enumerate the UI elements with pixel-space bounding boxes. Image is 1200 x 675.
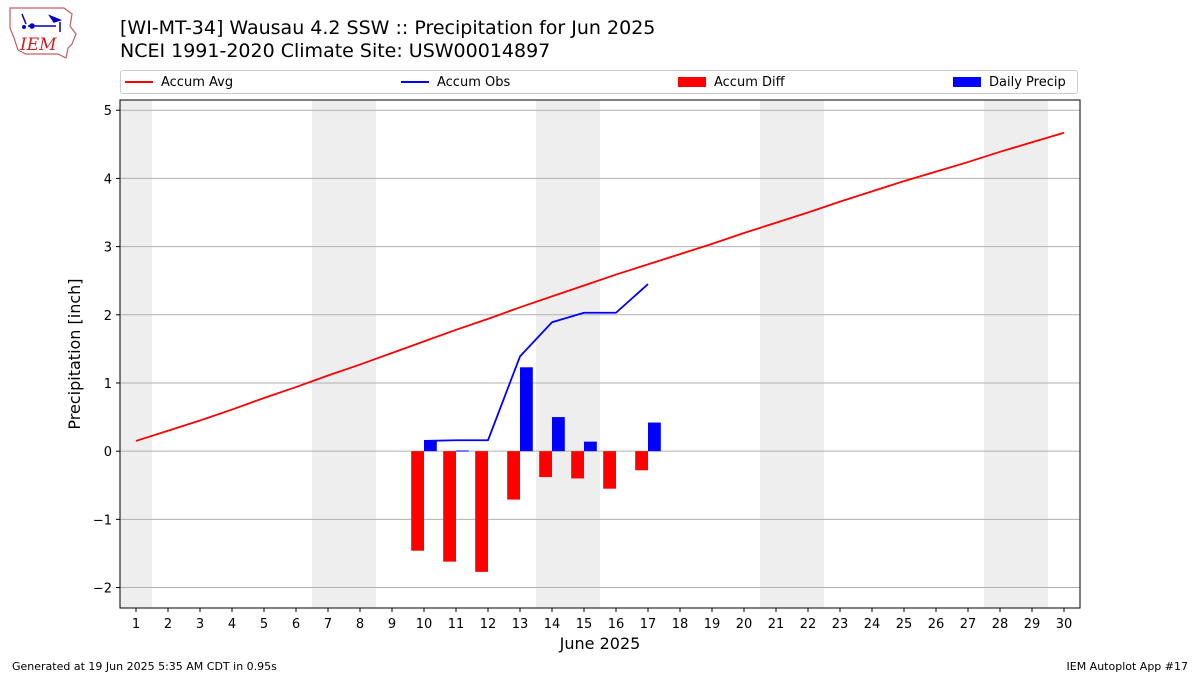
x-tick-label: 11 — [448, 617, 465, 632]
legend-label-accum-obs: Accum Obs — [437, 74, 511, 90]
weekend-band — [984, 100, 1048, 608]
y-axis-ticks: −2 −1 0 1 2 3 4 5 — [93, 104, 120, 597]
x-axis-ticks: 1 2 3 4 5 6 7 8 9 10 11 12 13 14 15 16 17 18 19 20 21 22 23 24 2… — [132, 608, 1072, 632]
daily-precip-bar — [648, 422, 661, 452]
daily-precip-bar — [424, 440, 437, 452]
legend-swatch-daily-precip — [953, 77, 981, 87]
y-tick-label: −1 — [93, 513, 112, 528]
generated-timestamp: Generated at 19 Jun 2025 5:35 AM CDT in … — [12, 660, 277, 673]
x-tick-label: 7 — [324, 617, 332, 632]
x-tick-label: 23 — [832, 617, 849, 632]
chart-title: [WI-MT-34] Wausau 4.2 SSW :: Precipitati… — [120, 17, 656, 39]
legend-swatch-accum-obs — [401, 81, 429, 83]
daily-precip-bar — [584, 441, 597, 452]
weekend-band — [312, 100, 376, 608]
x-tick-label: 8 — [356, 617, 364, 632]
daily-precip-bar — [520, 367, 533, 452]
y-tick-label: 0 — [104, 445, 112, 460]
legend-item-daily-precip: Daily Precip — [953, 71, 1066, 93]
accum-avg-line — [135, 131, 1065, 442]
x-tick-label: 2 — [164, 617, 172, 632]
legend-label-accum-avg: Accum Avg — [161, 74, 234, 90]
legend-item-accum-diff: Accum Diff — [678, 71, 785, 93]
accum-obs-line — [423, 283, 649, 442]
x-tick-label: 16 — [608, 617, 625, 632]
x-tick-label: 27 — [960, 617, 977, 632]
legend-swatch-accum-diff — [678, 77, 706, 87]
x-tick-label: 10 — [416, 617, 433, 632]
y-tick-label: −2 — [93, 582, 112, 597]
x-tick-label: 13 — [512, 617, 529, 632]
x-tick-label: 26 — [928, 617, 945, 632]
app-label: IEM Autoplot App #17 — [1066, 660, 1189, 673]
x-tick-label: 28 — [992, 617, 1009, 632]
line-marks — [135, 131, 1065, 442]
x-tick-label: 17 — [640, 617, 657, 632]
weekend-bands — [120, 100, 1048, 608]
y-tick-label: 5 — [104, 104, 112, 119]
legend-label-daily-precip: Daily Precip — [989, 74, 1066, 90]
accum-diff-bar — [539, 451, 552, 478]
daily-precip-bar — [456, 450, 469, 452]
y-tick-label: 3 — [104, 241, 112, 256]
x-tick-label: 5 — [260, 617, 268, 632]
y-axis-label: Precipitation [inch] — [65, 278, 84, 429]
legend-item-accum-obs: Accum Obs — [401, 71, 510, 93]
x-tick-label: 20 — [736, 617, 753, 632]
accum-diff-bar — [603, 451, 616, 489]
y-tick-label: 1 — [104, 377, 112, 392]
weekend-band — [536, 100, 600, 608]
weather-instruments-icon — [21, 13, 63, 32]
iem-logo: IEM — [9, 7, 77, 59]
weekend-band — [760, 100, 824, 608]
bar-marks — [411, 367, 661, 572]
x-tick-label: 25 — [896, 617, 913, 632]
x-tick-label: 15 — [576, 617, 593, 632]
y-tick-label: 4 — [104, 172, 112, 187]
x-tick-label: 12 — [480, 617, 497, 632]
x-axis-label: June 2025 — [559, 634, 641, 653]
legend-item-accum-avg: Accum Avg — [125, 71, 233, 93]
x-tick-label: 21 — [768, 617, 785, 632]
legend-swatch-accum-avg — [125, 81, 153, 83]
x-tick-label: 30 — [1056, 617, 1073, 632]
chart-subtitle: NCEI 1991-2020 Climate Site: USW00014897 — [120, 40, 551, 62]
logo-text: IEM — [19, 35, 57, 55]
x-tick-label: 22 — [800, 617, 817, 632]
x-tick-label: 3 — [196, 617, 204, 632]
accum-diff-bar — [635, 451, 648, 471]
accum-diff-bar — [443, 451, 456, 562]
x-tick-label: 29 — [1024, 617, 1041, 632]
x-tick-label: 14 — [544, 617, 561, 632]
x-tick-label: 1 — [132, 617, 140, 632]
daily-precip-bar — [552, 417, 565, 452]
x-tick-label: 4 — [228, 617, 236, 632]
weekend-band — [120, 100, 152, 608]
x-tick-label: 18 — [672, 617, 689, 632]
y-tick-label: 2 — [104, 309, 112, 324]
accum-diff-bar — [571, 451, 584, 479]
gridlines — [120, 109, 1080, 589]
legend-label-accum-diff: Accum Diff — [714, 74, 785, 90]
x-tick-label: 9 — [388, 617, 396, 632]
x-tick-label: 24 — [864, 617, 881, 632]
accum-diff-bar — [475, 451, 488, 572]
plot-frame — [119, 99, 1081, 609]
x-tick-label: 19 — [704, 617, 721, 632]
legend: Accum Avg Accum Obs Accum Diff Daily Pre… — [120, 70, 1078, 94]
x-tick-label: 6 — [292, 617, 300, 632]
accum-diff-bar — [507, 451, 520, 500]
accum-diff-bar — [411, 451, 424, 551]
